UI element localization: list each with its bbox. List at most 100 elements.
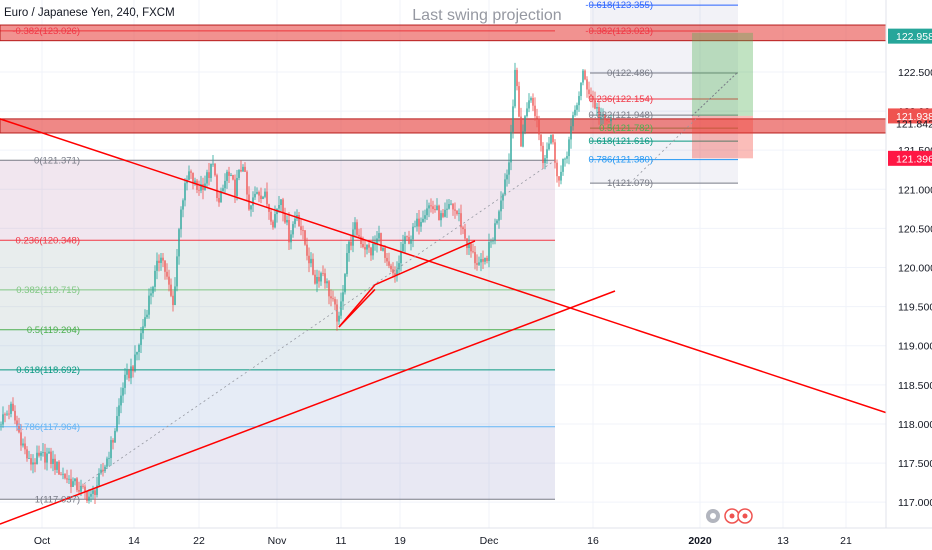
candle bbox=[548, 136, 550, 151]
candle bbox=[90, 488, 92, 503]
gear-icon[interactable] bbox=[737, 508, 753, 524]
fib-band bbox=[0, 160, 555, 241]
candle-body bbox=[466, 238, 468, 249]
candle bbox=[232, 174, 234, 181]
candle-body bbox=[576, 105, 578, 110]
candle bbox=[144, 309, 146, 328]
candle-body bbox=[166, 271, 168, 277]
candle-body bbox=[408, 237, 410, 244]
supply-demand-zones[interactable] bbox=[0, 24, 887, 134]
candle-body bbox=[334, 299, 336, 305]
candle bbox=[506, 169, 508, 187]
downtrend-line[interactable] bbox=[0, 118, 932, 429]
fib-right-label-0.5: 0.5(121.782) bbox=[599, 123, 653, 134]
price-tick-label: 119.000 bbox=[898, 341, 932, 353]
price-axis[interactable]: 117.000 117.500 118.000 118.500 119.000 119.5… bbox=[885, 0, 932, 528]
candle-body bbox=[254, 193, 256, 198]
candle-body bbox=[282, 199, 284, 214]
candle bbox=[224, 173, 226, 194]
candle bbox=[26, 446, 28, 462]
candle-body bbox=[564, 158, 566, 160]
camera-icon[interactable] bbox=[724, 508, 740, 524]
candle-body bbox=[460, 213, 462, 228]
candle-body bbox=[46, 453, 48, 463]
candle-body bbox=[600, 116, 602, 120]
candle bbox=[554, 139, 556, 169]
candle bbox=[538, 115, 540, 141]
uptrend-line[interactable] bbox=[0, 290, 616, 525]
candle bbox=[214, 163, 216, 177]
candle bbox=[542, 142, 544, 170]
long-position-tool[interactable] bbox=[691, 32, 753, 159]
candle-body bbox=[188, 171, 190, 180]
candle bbox=[218, 191, 220, 207]
candle-body bbox=[16, 420, 18, 427]
candle bbox=[140, 326, 142, 354]
demand-zone[interactable] bbox=[0, 118, 887, 134]
candle-body bbox=[122, 387, 124, 396]
candle bbox=[530, 96, 532, 103]
candle-body bbox=[24, 443, 26, 450]
candle-body bbox=[452, 203, 454, 210]
price-tick-label: 121.000 bbox=[898, 184, 932, 196]
candle-body bbox=[298, 215, 300, 227]
candle-body bbox=[410, 239, 412, 244]
price-tick-label: 118.000 bbox=[898, 419, 932, 431]
candle bbox=[428, 202, 430, 218]
candle-body bbox=[294, 218, 296, 225]
fib-label-0.5: 0.5(119.204) bbox=[27, 325, 80, 336]
candle-body bbox=[378, 233, 380, 239]
stop-area[interactable] bbox=[692, 115, 753, 159]
candle-body bbox=[380, 233, 382, 251]
settings-icon[interactable] bbox=[706, 509, 720, 523]
candle-body bbox=[152, 286, 154, 294]
time-tick-label: Dec bbox=[480, 535, 499, 547]
candle-body bbox=[236, 177, 238, 196]
candle bbox=[474, 246, 476, 270]
candle-body bbox=[574, 109, 576, 116]
candle bbox=[196, 178, 198, 194]
candle-body bbox=[218, 197, 220, 203]
candle-body bbox=[530, 97, 532, 101]
candle bbox=[492, 237, 494, 245]
candle bbox=[438, 204, 440, 221]
candle bbox=[114, 428, 116, 443]
candle-body bbox=[260, 195, 262, 200]
candle-body bbox=[286, 219, 288, 223]
candle-body bbox=[90, 493, 92, 497]
candle-body bbox=[110, 440, 112, 459]
candle bbox=[482, 250, 484, 269]
candle bbox=[206, 169, 208, 188]
candle-body bbox=[484, 257, 486, 262]
candle-body bbox=[84, 486, 86, 492]
channel-line[interactable] bbox=[338, 240, 476, 328]
time-axis[interactable]: Oct 14 22 Nov 11 19 Dec 16 2020 13 21 bbox=[0, 527, 932, 550]
price-axis-bg bbox=[886, 0, 932, 528]
target-area[interactable] bbox=[692, 32, 753, 116]
candle-body bbox=[468, 243, 470, 249]
candle bbox=[306, 237, 308, 261]
candle bbox=[450, 199, 452, 206]
candle bbox=[72, 477, 74, 488]
candle bbox=[228, 166, 230, 184]
price-tick-label: 117.500 bbox=[898, 458, 932, 470]
candle bbox=[88, 489, 90, 504]
candle-body bbox=[308, 255, 310, 264]
trend-lines[interactable] bbox=[0, 114, 932, 525]
candle-body bbox=[598, 107, 600, 120]
candle-body bbox=[436, 205, 438, 211]
candle bbox=[566, 151, 568, 164]
candle-body bbox=[606, 119, 608, 122]
fib-band bbox=[0, 426, 555, 500]
supply-zone[interactable] bbox=[0, 24, 887, 42]
candle bbox=[434, 204, 436, 213]
candle-body bbox=[252, 197, 254, 206]
candle-body bbox=[60, 474, 62, 476]
candle-body bbox=[184, 183, 186, 201]
fib-retracement-left[interactable] bbox=[0, 30, 555, 500]
candle bbox=[544, 155, 546, 170]
fib-label--0.382: -0.382(123.026) bbox=[12, 26, 80, 37]
swing-line[interactable] bbox=[338, 288, 376, 328]
